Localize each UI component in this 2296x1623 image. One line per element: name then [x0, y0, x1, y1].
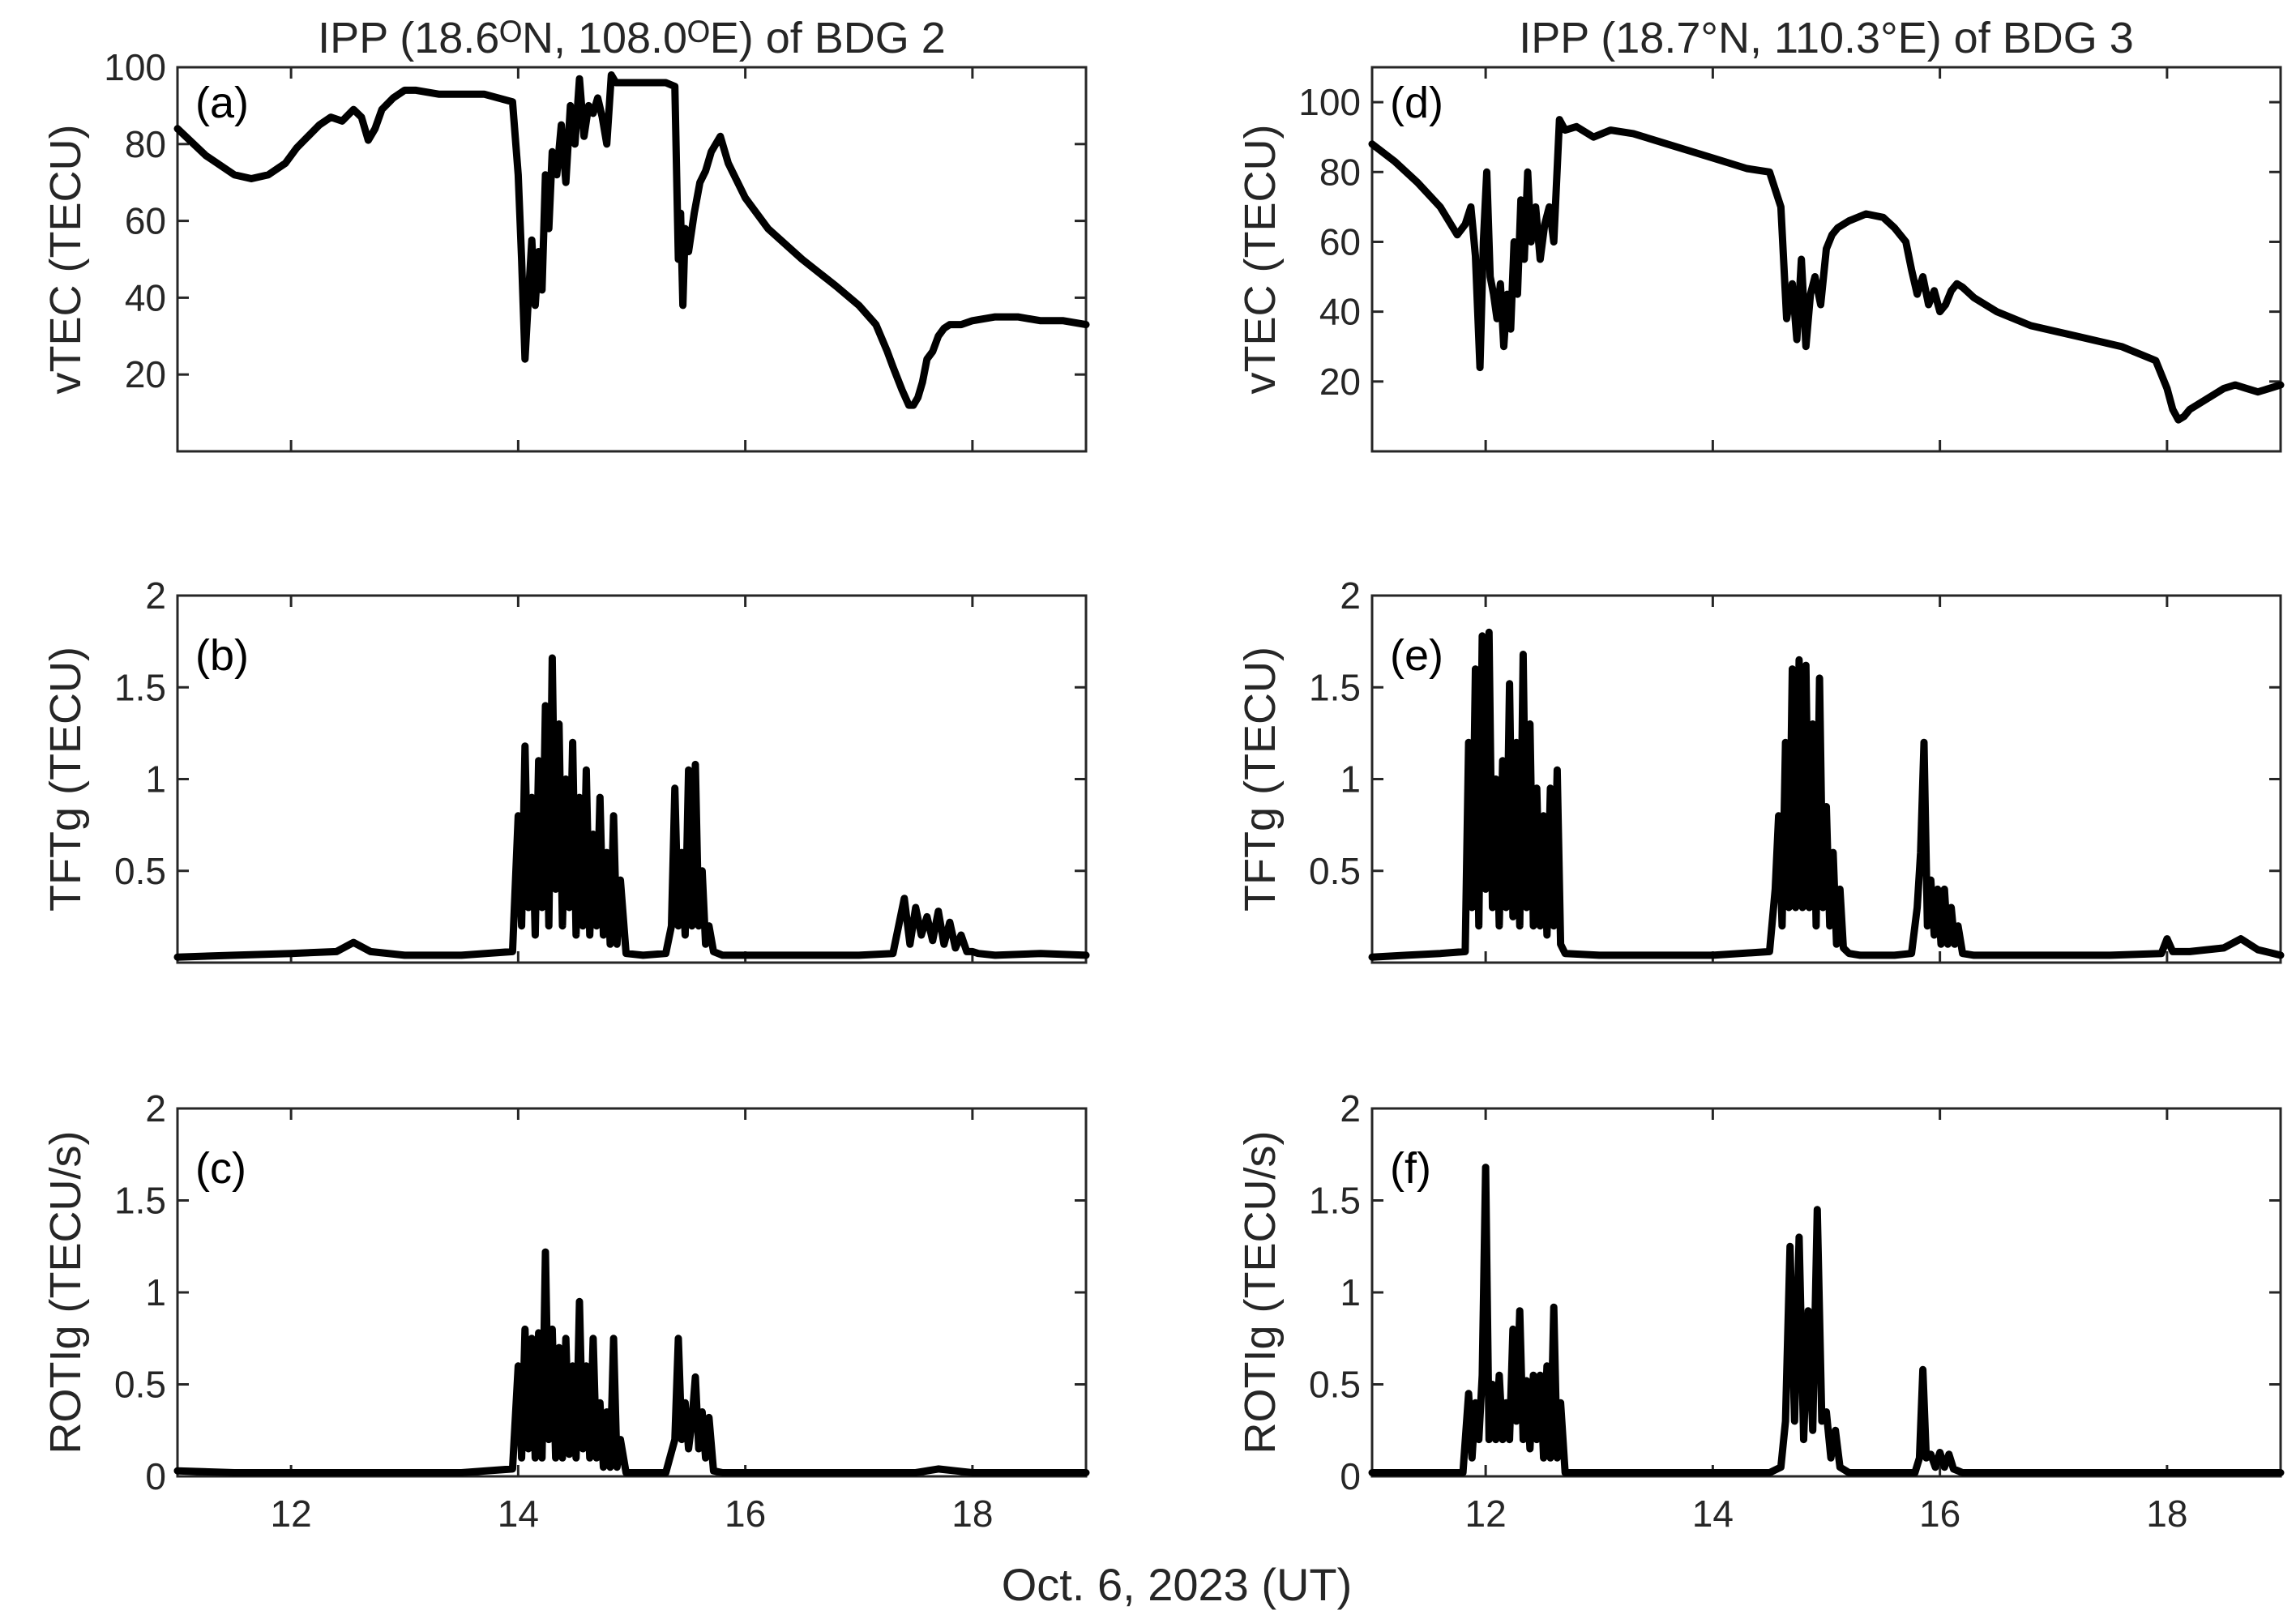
series-line-vtec: [1368, 116, 2285, 424]
x-tick-label: 14: [1692, 1493, 1734, 1535]
plot-frame: [1370, 66, 2282, 453]
x-tick-label: 12: [1465, 1493, 1507, 1535]
x-tick-label: 18: [951, 1493, 993, 1535]
x-tick-label: 16: [1919, 1493, 1960, 1535]
series-line-tftg: [1368, 628, 2285, 961]
y-tick-label: 1.5: [1309, 666, 1361, 708]
y-tick-label: 80: [1319, 151, 1361, 193]
y-axis-label: TFTg (TECU): [41, 647, 90, 912]
y-tick-label: 40: [125, 276, 166, 318]
panel-b: 0.5 1 1.5 2 TFTg (TECU) (b): [41, 574, 1090, 964]
y-tick-label: 0.5: [114, 850, 166, 892]
series-line-rotig: [1368, 1164, 2285, 1476]
y-tick-label: 2: [145, 574, 166, 617]
y-tick-label: 2: [1340, 1087, 1361, 1130]
y-tick-label: 60: [1319, 220, 1361, 263]
y-axis-label: vTEC (TECU): [41, 125, 90, 395]
panel-label: (a): [195, 79, 249, 127]
y-tick-label: 0: [145, 1455, 166, 1497]
y-tick-label: 100: [104, 46, 166, 88]
y-tick-label: 1: [1340, 758, 1361, 801]
y-tick-label: 1.5: [114, 666, 166, 708]
panel-a: 20 40 60 80 100 vTEC (TECU) IPP (18.6ᴼN, 108.0…: [41, 14, 1090, 453]
panel-label: (c): [195, 1144, 246, 1193]
y-axis-label: TFTg (TECU): [1236, 647, 1285, 912]
y-axis-label: vTEC (TECU): [1236, 125, 1285, 395]
y-axis-label: ROTIg (TECU/s): [1236, 1131, 1285, 1454]
y-tick-label: 100: [1298, 81, 1361, 123]
y-tick-label: 1.5: [1309, 1180, 1361, 1222]
y-axis-label: ROTIg (TECU/s): [41, 1131, 90, 1454]
y-tick-label: 0.5: [114, 1364, 166, 1406]
panel-d: 20 40 60 80 100 vTEC (TECU) IPP (18.7°N, 110.3…: [1236, 14, 2285, 453]
panel-label: (b): [195, 631, 249, 680]
y-tick-label: 80: [125, 123, 166, 165]
plot-frame: [176, 66, 1088, 453]
y-tick-label: 20: [125, 353, 166, 395]
y-tick-label: 1: [145, 758, 166, 801]
series-line-rotig: [173, 1248, 1090, 1476]
x-tick-label: 18: [2146, 1493, 2187, 1535]
panel-label: (e): [1390, 631, 1443, 680]
panel-f: 12 14 16 18 0 0.5 1 1.5 2 ROTIg (TECU/s) (f): [1236, 1087, 2285, 1535]
y-tick-label: 1.5: [114, 1180, 166, 1222]
series-line-vtec: [173, 71, 1090, 409]
x-tick-label: 12: [271, 1493, 312, 1535]
panel-label: (d): [1390, 79, 1443, 127]
y-tick-label: 0.5: [1309, 1364, 1361, 1406]
y-tick-label: 1: [1340, 1271, 1361, 1313]
panel-label: (f): [1390, 1144, 1431, 1193]
y-tick-label: 20: [1319, 361, 1361, 403]
y-tick-label: 60: [125, 200, 166, 242]
panel-title: IPP (18.7°N, 110.3°E) of BDG 3: [1519, 14, 2134, 62]
y-tick-label: 0.5: [1309, 850, 1361, 892]
panel-title: IPP (18.6ᴼN, 108.0ᴼE) of BDG 2: [318, 14, 946, 62]
shared-x-axis-label: Oct. 6, 2023 (UT): [1002, 1559, 1353, 1610]
y-tick-label: 2: [145, 1087, 166, 1130]
y-tick-label: 40: [1319, 291, 1361, 333]
y-tick-label: 0: [1340, 1455, 1361, 1497]
x-tick-label: 14: [498, 1493, 539, 1535]
panel-c: 12 14 16 18 0 0.5 1 1.5 2 ROTIg (TECU/s) (c): [41, 1087, 1090, 1535]
x-tick-label: 16: [725, 1493, 766, 1535]
y-tick-label: 2: [1340, 574, 1361, 617]
series-line-tftg: [173, 654, 1090, 961]
y-tick-label: 1: [145, 1271, 166, 1313]
panel-e: 0.5 1 1.5 2 TFTg (TECU) (e): [1236, 574, 2285, 964]
